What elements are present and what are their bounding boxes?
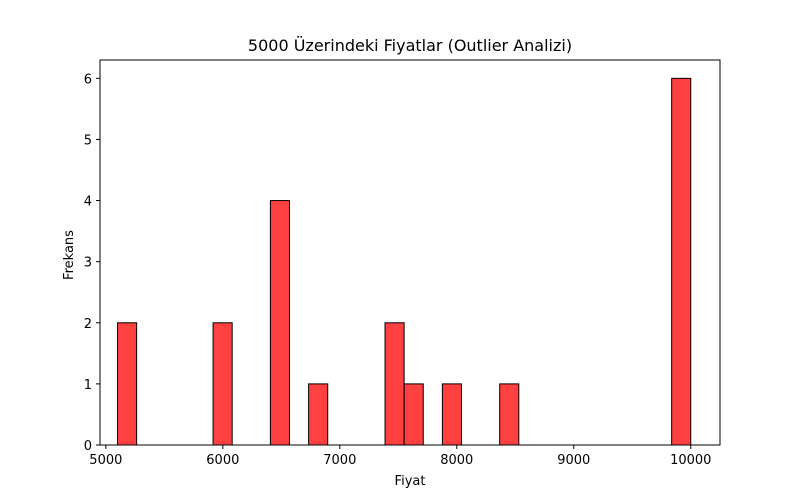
- y-axis-label: Frekans: [62, 230, 77, 280]
- y-tick-label: 0: [84, 439, 92, 454]
- bars-group: [117, 77, 692, 446]
- x-tick-label: 9000: [557, 453, 590, 468]
- x-tick-label: 10000: [670, 453, 711, 468]
- histogram-bar-9: [671, 77, 692, 446]
- axes-group: 5000 6000 7000 8000 9000 10000 0 1 2 3 4 5 6: [84, 59, 721, 468]
- x-tick-label: 8000: [440, 453, 473, 468]
- chart-title: 5000 Üzerindeki Fiyatlar (Outlier Analiz…: [248, 36, 572, 55]
- x-axis-label: Fiyat: [395, 474, 426, 489]
- histogram-bar-3: [269, 200, 291, 446]
- y-tick-label: 1: [84, 378, 92, 393]
- y-tick-label: 5: [84, 133, 92, 148]
- y-tick-label: 2: [84, 317, 92, 332]
- y-tick-label: 3: [84, 256, 92, 271]
- histogram-bar-4: [308, 383, 329, 446]
- histogram-bar-1: [117, 322, 138, 446]
- plot-frame: [99, 59, 721, 446]
- x-tick-label: 5000: [89, 453, 122, 468]
- histogram-bar-5: [384, 322, 405, 446]
- x-tick-label: 6000: [206, 453, 239, 468]
- histogram-bar-2: [212, 322, 233, 446]
- histogram-bar-6: [403, 383, 424, 446]
- y-tick-label: 4: [84, 195, 92, 210]
- y-tick-label: 6: [84, 72, 92, 87]
- histogram-bar-8: [499, 383, 520, 446]
- x-tick-label: 7000: [323, 453, 356, 468]
- histogram-bar-7: [441, 383, 462, 446]
